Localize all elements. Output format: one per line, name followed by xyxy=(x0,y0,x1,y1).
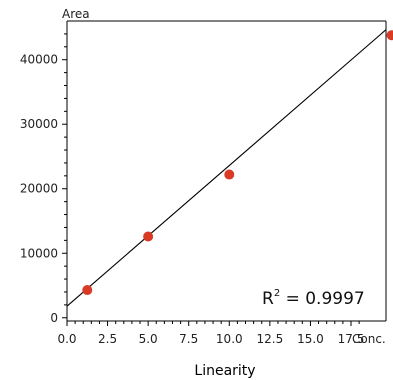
r-squared-superscript: 2 xyxy=(274,288,280,299)
y-ticks: 0 10000 20000 30000 40000 xyxy=(20,33,67,325)
y-tick-label: 30000 xyxy=(20,117,58,131)
y-tick-label: 40000 xyxy=(20,53,58,67)
y-tick-label: 10000 xyxy=(20,246,58,260)
x-tick-label: 5.0 xyxy=(139,332,158,346)
r-squared-prefix: R xyxy=(262,289,274,309)
data-points xyxy=(82,30,393,296)
fit-line xyxy=(66,29,387,307)
x-tick-label: 12.5 xyxy=(256,332,283,346)
data-point xyxy=(224,169,235,180)
x-tick-label: 17.5 xyxy=(338,332,365,346)
regression-line xyxy=(66,29,387,307)
x-tick-label: 10.0 xyxy=(216,332,243,346)
data-point xyxy=(82,285,93,296)
r-squared-value: = 0.9997 xyxy=(280,289,365,309)
y-tick-label: 20000 xyxy=(20,182,58,196)
x-axis-title: Conc. xyxy=(352,332,386,346)
x-tick-label: 2.5 xyxy=(98,332,117,346)
x-ticks: 0.0 2.5 5.0 7.5 10.0 12.5 15.0 17.5 xyxy=(57,321,364,346)
x-tick-label: 15.0 xyxy=(297,332,324,346)
axes xyxy=(66,20,387,322)
y-axis-title: Area xyxy=(62,7,90,21)
r-squared-annotation: R2 = 0.9997 xyxy=(262,288,365,309)
y-tick-label: 0 xyxy=(50,311,58,325)
x-tick-label: 7.5 xyxy=(179,332,198,346)
data-point xyxy=(386,30,393,41)
data-point xyxy=(143,231,154,242)
chart-caption: Linearity xyxy=(194,363,255,379)
x-tick-label: 0.0 xyxy=(57,332,76,346)
